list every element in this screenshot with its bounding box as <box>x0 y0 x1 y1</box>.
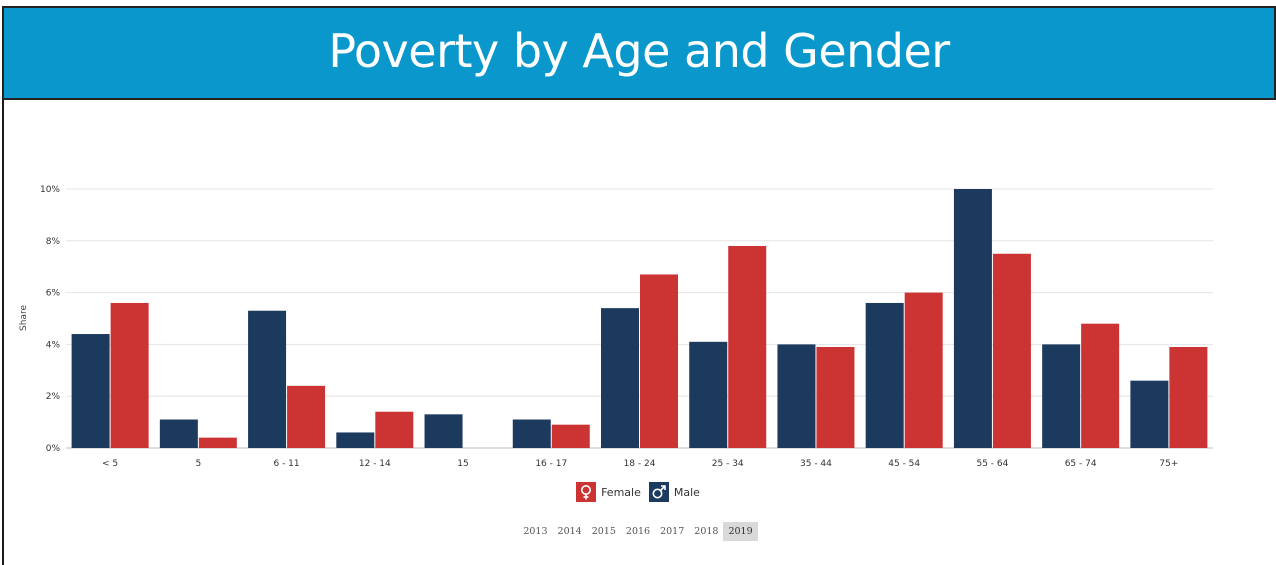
bar-female <box>1081 323 1120 448</box>
x-tick-label: 45 - 54 <box>888 459 920 469</box>
bar-male <box>601 308 639 448</box>
x-tick-label: 5 <box>195 459 201 469</box>
bar-female <box>904 292 943 448</box>
x-tick-label: 15 <box>457 459 468 469</box>
year-option-2014[interactable]: 2014 <box>557 526 582 537</box>
y-tick-label: 6% <box>46 289 61 299</box>
bar-female <box>198 437 237 448</box>
legend-male-label: Male <box>673 485 700 499</box>
y-axis-title: Share <box>19 305 29 331</box>
x-tick-label: < 5 <box>102 459 118 469</box>
year-option-2019[interactable]: 2019 <box>723 522 758 541</box>
year-selector: 2013 2014 2015 2016 2017 2018 2019 <box>0 522 1276 541</box>
x-tick-label: 12 - 14 <box>359 459 391 469</box>
bar-female <box>110 302 149 448</box>
bar-male <box>953 189 992 448</box>
y-tick-label: 0% <box>46 444 61 454</box>
page-title: Poverty by Age and Gender <box>328 24 950 78</box>
x-tick-label: 55 - 64 <box>976 459 1008 469</box>
bar-female <box>1169 346 1208 448</box>
x-tick-label: 18 - 24 <box>624 459 656 469</box>
bar-female <box>551 424 590 448</box>
bar-female <box>287 385 326 448</box>
legend-item-male[interactable]: Male <box>648 482 700 502</box>
bar-chart: 0% 2% 4% 6% 8% 10% Share < 5 5 6 - 11 12 - 14 15 16 … <box>19 185 1213 469</box>
y-tick-label: 2% <box>46 392 61 402</box>
year-option-2017[interactable]: 2017 <box>660 526 685 537</box>
legend-item-female[interactable]: Female <box>576 482 641 502</box>
x-tick-label: 25 - 34 <box>712 459 744 469</box>
male-symbol-icon <box>648 482 669 502</box>
bar-male <box>689 341 728 448</box>
bar-female <box>375 411 414 448</box>
year-option-2016[interactable]: 2016 <box>625 526 651 537</box>
x-tick-label: 75+ <box>1159 459 1178 469</box>
x-tick-label: 35 - 44 <box>800 459 832 469</box>
bar-female <box>728 245 767 448</box>
header-bar: Poverty by Age and Gender <box>2 6 1276 100</box>
page-frame <box>2 6 1276 565</box>
legend-female-label: Female <box>601 485 641 499</box>
year-option-2015[interactable]: 2015 <box>591 526 616 537</box>
bar-male <box>1130 380 1169 448</box>
y-tick-label: 10% <box>40 185 60 195</box>
bar-female <box>992 253 1031 448</box>
y-tick-label: 4% <box>46 340 61 350</box>
bar-male <box>865 302 904 448</box>
bar-male <box>424 414 463 448</box>
y-tick-label: 8% <box>46 237 61 247</box>
bar-male <box>248 310 287 448</box>
bar-male <box>512 419 551 448</box>
x-tick-label: 16 - 17 <box>535 459 567 469</box>
chart-legend: Female Male <box>0 482 1276 502</box>
bar-male <box>1042 344 1081 448</box>
x-tick-label: 6 - 11 <box>273 459 299 469</box>
bar-female <box>816 346 855 448</box>
year-option-2013[interactable]: 2013 <box>523 526 548 537</box>
female-symbol-icon <box>576 482 597 502</box>
year-option-2018[interactable]: 2018 <box>694 526 719 537</box>
bar-female <box>640 274 678 448</box>
bar-male <box>777 344 816 448</box>
x-tick-label: 65 - 74 <box>1065 459 1097 469</box>
bar-male <box>71 334 110 448</box>
bar-male <box>159 419 198 448</box>
bar-male <box>336 432 375 448</box>
